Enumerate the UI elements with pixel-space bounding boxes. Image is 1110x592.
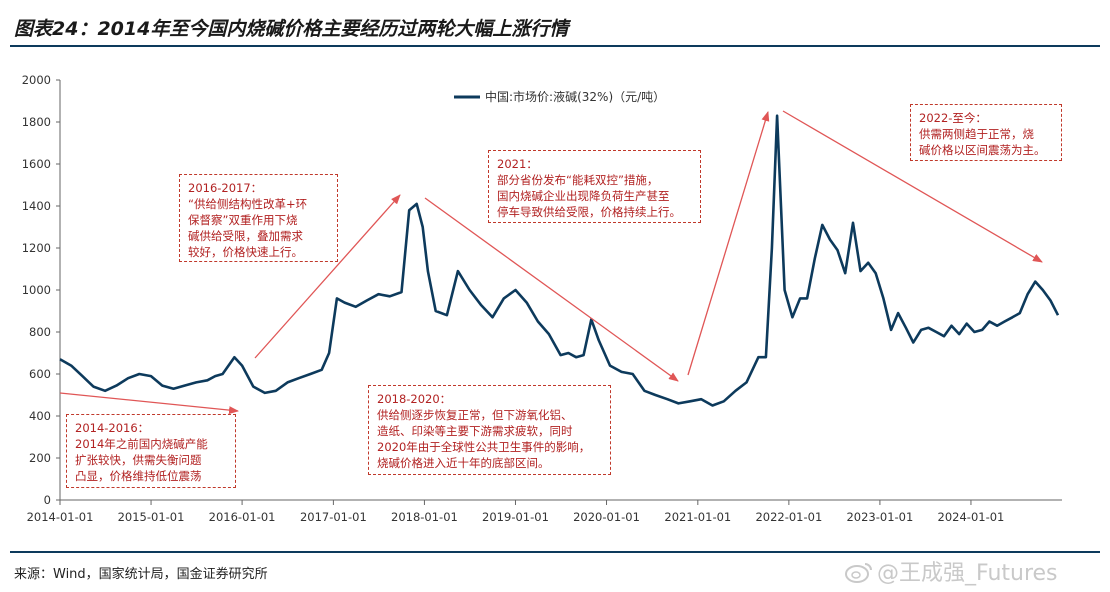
y-tick-label: 600 bbox=[29, 367, 51, 381]
y-tick-label: 200 bbox=[29, 451, 51, 465]
legend-label: 中国:市场价:液碱(32%)（元/吨） bbox=[485, 89, 665, 104]
y-tick-label: 400 bbox=[29, 409, 51, 423]
x-tick-label: 2024-01-01 bbox=[938, 510, 1005, 524]
x-tick-label: 2017-01-01 bbox=[300, 510, 367, 524]
trend-arrow bbox=[424, 197, 679, 382]
watermark-text: @王成强_Futures bbox=[877, 561, 1058, 586]
x-tick-label: 2016-01-01 bbox=[209, 510, 276, 524]
x-tick-label: 2014-01-01 bbox=[27, 510, 94, 524]
y-tick-label: 1400 bbox=[22, 199, 51, 213]
annotation-2016-2017: 2016-2017： “供给侧结构性改革+环 保督察”双重作用下烧 碱供给受限，… bbox=[179, 174, 338, 262]
title-divider bbox=[10, 45, 1100, 47]
source-divider bbox=[10, 551, 1100, 553]
y-tick-label: 0 bbox=[44, 493, 51, 507]
x-tick-label: 2015-01-01 bbox=[118, 510, 185, 524]
annotation-2018-2020: 2018-2020： 供给侧逐步恢复正常，但下游氧化铝、 造纸、印染等主要下游需… bbox=[368, 385, 611, 475]
watermark: @王成强_Futures bbox=[845, 555, 1058, 587]
x-tick-label: 2021-01-01 bbox=[664, 510, 731, 524]
series-layer bbox=[59, 114, 1060, 407]
trend-arrow bbox=[59, 392, 239, 415]
x-tick-label: 2018-01-01 bbox=[391, 510, 458, 524]
annotation-2021: 2021： 部分省份发布“能耗双控”措施， 国内烧碱企业出现降负荷生产甚至 停车… bbox=[488, 150, 701, 223]
trend-arrow bbox=[782, 110, 1043, 263]
annotation-2014-2016: 2014-2016： 2014年之前国内烧碱产能 扩张较快，供需失衡问题 凸显，… bbox=[66, 414, 236, 488]
annotation-2022-now: 2022-至今： 供需两侧趋于正常，烧 碱价格以区间震荡为主。 bbox=[910, 104, 1062, 161]
trend-arrow bbox=[254, 194, 401, 359]
y-tick-label: 1800 bbox=[22, 115, 51, 129]
y-tick-label: 2000 bbox=[22, 73, 51, 87]
y-tick-label: 1200 bbox=[22, 241, 51, 255]
trend-arrows bbox=[59, 110, 1043, 415]
x-tick-label: 2019-01-01 bbox=[482, 510, 549, 524]
x-tick-label: 2023-01-01 bbox=[846, 510, 913, 524]
y-tick-label: 1600 bbox=[22, 157, 51, 171]
legend: 中国:市场价:液碱(32%)（元/吨） bbox=[454, 89, 665, 104]
source-note: 来源：Wind，国家统计局，国金证券研究所 bbox=[14, 567, 268, 582]
series-line-liquid-caustic-soda bbox=[59, 114, 1060, 407]
weibo-icon bbox=[845, 561, 873, 583]
x-tick-label: 2020-01-01 bbox=[573, 510, 640, 524]
y-tick-label: 1000 bbox=[22, 283, 51, 297]
trend-arrow bbox=[687, 111, 770, 376]
y-tick-label: 800 bbox=[29, 325, 51, 339]
chart-title: 图表24：2014年至今国内烧碱价格主要经历过两轮大幅上涨行情 bbox=[14, 18, 569, 40]
x-tick-label: 2022-01-01 bbox=[755, 510, 822, 524]
axes: 0 200 400 600 800 1000 1200 1400 1600 1800 2000 201… bbox=[22, 73, 1062, 524]
